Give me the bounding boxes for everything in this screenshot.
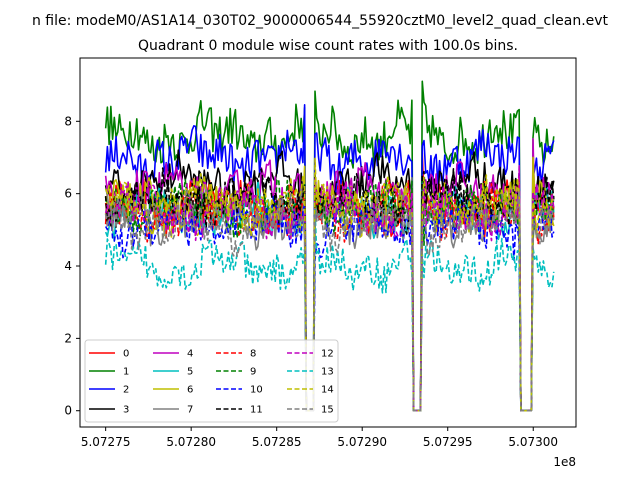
series-line-9 (104, 178, 555, 412)
x-tick-label: 5.07290 (337, 435, 387, 449)
x-tick-label: 5.07280 (166, 435, 216, 449)
legend-label-14: 14 (321, 385, 334, 396)
x-tick-label: 5.07295 (423, 435, 473, 449)
series-line-15 (104, 189, 555, 412)
legend-label-1: 1 (123, 367, 129, 378)
legend-label-8: 8 (250, 349, 256, 360)
x-axis: 5.07275 5.07280 5.07285 5.07290 5.07295 5.073… (81, 427, 558, 449)
x-tick-label: 5.07285 (252, 435, 302, 449)
legend-label-11: 11 (250, 405, 263, 416)
y-tick-label: 4 (64, 259, 72, 273)
legend-label-3: 3 (123, 405, 129, 416)
y-tick-label: 2 (64, 331, 72, 345)
y-tick-label: 8 (64, 114, 72, 128)
legend-label-2: 2 (123, 385, 129, 396)
plot-frame (79, 57, 577, 428)
series-line-13 (104, 208, 555, 412)
series-line-14 (104, 157, 555, 412)
legend-label-12: 12 (321, 349, 334, 360)
legend-label-13: 13 (321, 367, 334, 378)
series-line-2 (104, 104, 555, 412)
x-offset-label: 1e8 (553, 455, 576, 469)
x-tick-label: 5.07300 (508, 435, 558, 449)
legend-box (84, 339, 339, 423)
legend-label-6: 6 (187, 385, 193, 396)
legend-label-0: 0 (123, 349, 129, 360)
figure-suptitle: n file: modeM0/AS1A14_030T02_9000006544_… (32, 13, 609, 29)
legend-label-5: 5 (187, 367, 193, 378)
y-tick-label: 6 (64, 187, 72, 201)
legend-label-15: 15 (321, 405, 334, 416)
series-line-11 (104, 167, 555, 412)
chart-title: Quadrant 0 module wise count rates with … (138, 38, 518, 54)
series-layer (104, 80, 555, 412)
legend-label-4: 4 (187, 349, 193, 360)
legend-label-7: 7 (187, 405, 193, 416)
x-tick-label: 5.07275 (81, 435, 131, 449)
legend-label-9: 9 (250, 367, 256, 378)
y-tick-label: 0 (64, 404, 72, 418)
legend-label-10: 10 (250, 385, 263, 396)
y-axis: 0 2 4 6 8 (64, 114, 80, 418)
